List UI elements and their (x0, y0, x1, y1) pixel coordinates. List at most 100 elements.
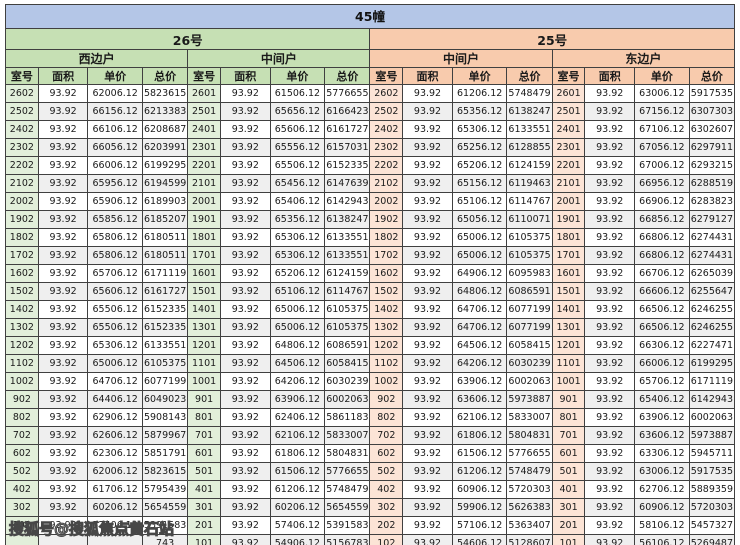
column-header: 室号 (369, 67, 404, 85)
unit-price-cell: 61506.12 (269, 84, 326, 103)
unit-price-cell: 62606.12 (87, 426, 144, 445)
column-header: 面积 (37, 67, 89, 85)
total-price-cell: 5823615 (142, 462, 189, 481)
room-cell: 2102 (369, 174, 404, 193)
total-price-cell: 6095983 (506, 264, 553, 283)
area-cell: 93.92 (402, 264, 453, 283)
total-price-cell: 6213383 (142, 102, 189, 121)
unit-price-cell: 65306.12 (269, 228, 326, 247)
room-cell: 801 (551, 408, 586, 427)
unit-price-cell: 66906.12 (634, 192, 690, 211)
unit-price-cell: 65706.12 (87, 264, 144, 283)
room-cell: 1102 (5, 354, 39, 373)
room-cell: 1202 (369, 336, 404, 355)
unit-price-cell: 61206.12 (269, 480, 326, 499)
unit-price-cell: 65806.12 (87, 228, 144, 247)
total-price-cell: 6171119 (688, 372, 736, 391)
room-cell: 1302 (369, 318, 404, 337)
unit-price-cell: 61706.12 (87, 480, 144, 499)
total-price-cell: 6208687 (142, 120, 189, 139)
area-cell: 93.92 (37, 318, 89, 337)
unit-price-cell: 62306.12 (87, 444, 144, 463)
room-cell: 2301 (551, 138, 586, 157)
total-price-cell: 5861183 (324, 408, 371, 427)
unit-price-cell: 64706.12 (451, 300, 508, 319)
room-cell: 1502 (5, 282, 39, 301)
room-cell: 202 (369, 516, 404, 535)
total-price-cell: 5973887 (506, 390, 553, 409)
unit-price-cell: 66156.12 (87, 102, 144, 121)
room-cell: 1901 (551, 210, 586, 229)
total-price-cell: 5626383 (506, 498, 553, 517)
area-cell: 93.92 (220, 408, 271, 427)
area-cell: 93.92 (584, 444, 636, 463)
unit-type-header: 东边户 (551, 49, 736, 68)
room-cell: 2602 (5, 84, 39, 103)
area-cell: 93.92 (584, 210, 636, 229)
unit-price-cell: 64806.12 (451, 282, 508, 301)
area-cell: 93.92 (220, 282, 271, 301)
total-price-cell: 6293215 (688, 156, 736, 175)
area-cell: 93.92 (220, 300, 271, 319)
area-cell: 93.92 (402, 534, 453, 545)
unit-price-cell: 65006.12 (451, 228, 508, 247)
total-price-cell: 6124159 (324, 264, 371, 283)
area-cell: 93.92 (37, 228, 89, 247)
total-price-cell: 5917535 (688, 462, 736, 481)
table-row: 802 93.92 62906.12 5908143 801 93.92 62406.12 5… (5, 408, 736, 427)
room-cell: 1702 (369, 246, 404, 265)
room-cell: 1001 (551, 372, 586, 391)
total-price-cell: 5851791 (142, 444, 189, 463)
room-cell: 2402 (369, 120, 404, 139)
unit-price-cell: 56106.12 (634, 534, 690, 545)
area-cell: 93.92 (220, 318, 271, 337)
table-row: 1402 93.92 65506.12 6152335 1401 93.92 65006.1… (5, 300, 736, 319)
unit-price-cell: 57406.12 (269, 516, 326, 535)
area-cell: 93.92 (402, 246, 453, 265)
total-price-cell: 6152335 (142, 300, 189, 319)
column-header: 单价 (634, 67, 690, 85)
room-cell: 401 (551, 480, 586, 499)
area-cell: 93.92 (584, 480, 636, 499)
room-cell: 702 (5, 426, 39, 445)
unit-price-cell: 59906.12 (451, 498, 508, 517)
total-price-cell: 5720303 (506, 480, 553, 499)
unit-price-cell: 61206.12 (451, 84, 508, 103)
unit-price-cell: 65106.12 (451, 192, 508, 211)
area-cell: 93.92 (220, 336, 271, 355)
room-cell: 601 (187, 444, 222, 463)
area-cell: 93.92 (37, 390, 89, 409)
column-header: 室号 (551, 67, 586, 85)
total-price-cell: 5363407 (506, 516, 553, 535)
area-cell: 93.92 (220, 444, 271, 463)
total-price-cell: 6002063 (324, 390, 371, 409)
unit-price-cell: 63606.12 (451, 390, 508, 409)
unit-price-cell: 63906.12 (451, 372, 508, 391)
area-cell: 93.92 (584, 246, 636, 265)
column-header: 面积 (584, 67, 636, 85)
room-cell: 901 (187, 390, 222, 409)
room-cell: 602 (5, 444, 39, 463)
unit-price-cell: 57406.12 (87, 516, 144, 535)
room-cell: 2502 (369, 102, 404, 121)
room-cell: 301 (551, 498, 586, 517)
room-cell: 1602 (5, 264, 39, 283)
unit-price-cell: 64906.12 (451, 264, 508, 283)
room-cell: 502 (369, 462, 404, 481)
area-cell: 93.92 (402, 102, 453, 121)
total-price-cell: 6142943 (688, 390, 736, 409)
room-cell: 2001 (551, 192, 586, 211)
unit-price-cell: 66506.12 (634, 300, 690, 319)
room-cell: 501 (187, 462, 222, 481)
unit-price-cell: 62406.12 (269, 408, 326, 427)
room-cell: 1902 (369, 210, 404, 229)
room-cell: 1201 (551, 336, 586, 355)
area-cell: 93.92 (37, 120, 89, 139)
unit-price-cell: 65406.12 (269, 192, 326, 211)
unit-price-cell: 67106.12 (634, 120, 690, 139)
unit-price-cell: 63306.12 (634, 444, 690, 463)
table-row: 602 93.92 62306.12 5851791 601 93.92 61806.12 5… (5, 444, 736, 463)
unit-price-cell: 67006.12 (634, 156, 690, 175)
room-cell: 1702 (5, 246, 39, 265)
